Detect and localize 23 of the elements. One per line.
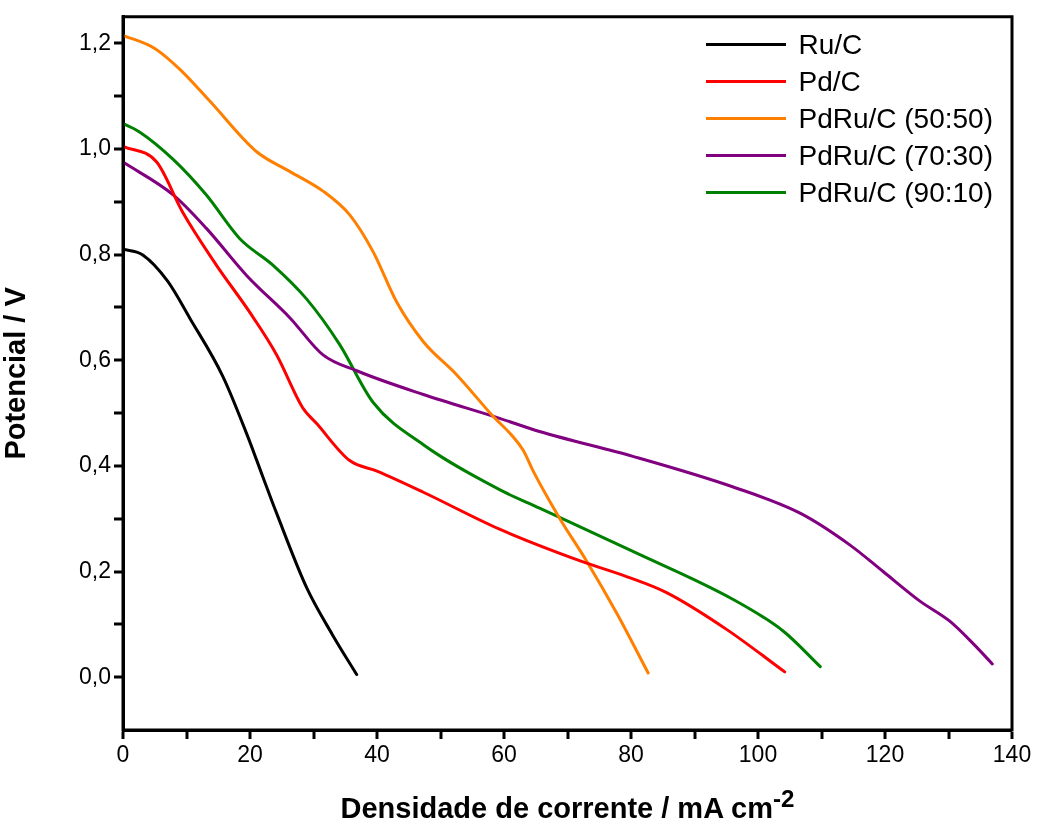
legend-label: Ru/C [798, 28, 863, 62]
y-tick-label: 0,2 [79, 556, 111, 583]
legend-label: PdRu/C (50:50) [798, 102, 993, 136]
x-axis-title: Densidade de corrente / mA cm$^{-2}$ [339, 785, 796, 823]
x-tick-label: 40 [364, 741, 390, 768]
legend-label: PdRu/C (90:10) [798, 176, 993, 210]
y-axis-title: Potencial / V [0, 286, 32, 460]
y-tick-label: 0,6 [79, 345, 111, 372]
line-series [123, 33, 650, 675]
x-tick-label: 80 [618, 741, 644, 768]
legend-label: Pd/C [798, 65, 861, 99]
x-tick-label: 20 [237, 741, 263, 768]
y-tick-label: 0,4 [79, 451, 112, 478]
y-tick-label: 1,0 [79, 134, 111, 161]
x-tick-label: 0 [116, 741, 130, 768]
x-tick-label: 120 [865, 741, 905, 768]
x-tick-label: 140 [992, 741, 1032, 768]
x-tick-label: 60 [491, 741, 517, 768]
x-tick-label: 100 [738, 741, 778, 768]
y-tick-label: 0,0 [79, 662, 111, 689]
y-tick-label: 1,2 [79, 28, 111, 55]
y-tick-label: 0,8 [79, 239, 111, 266]
legend-label: PdRu/C (70:30) [798, 139, 993, 173]
